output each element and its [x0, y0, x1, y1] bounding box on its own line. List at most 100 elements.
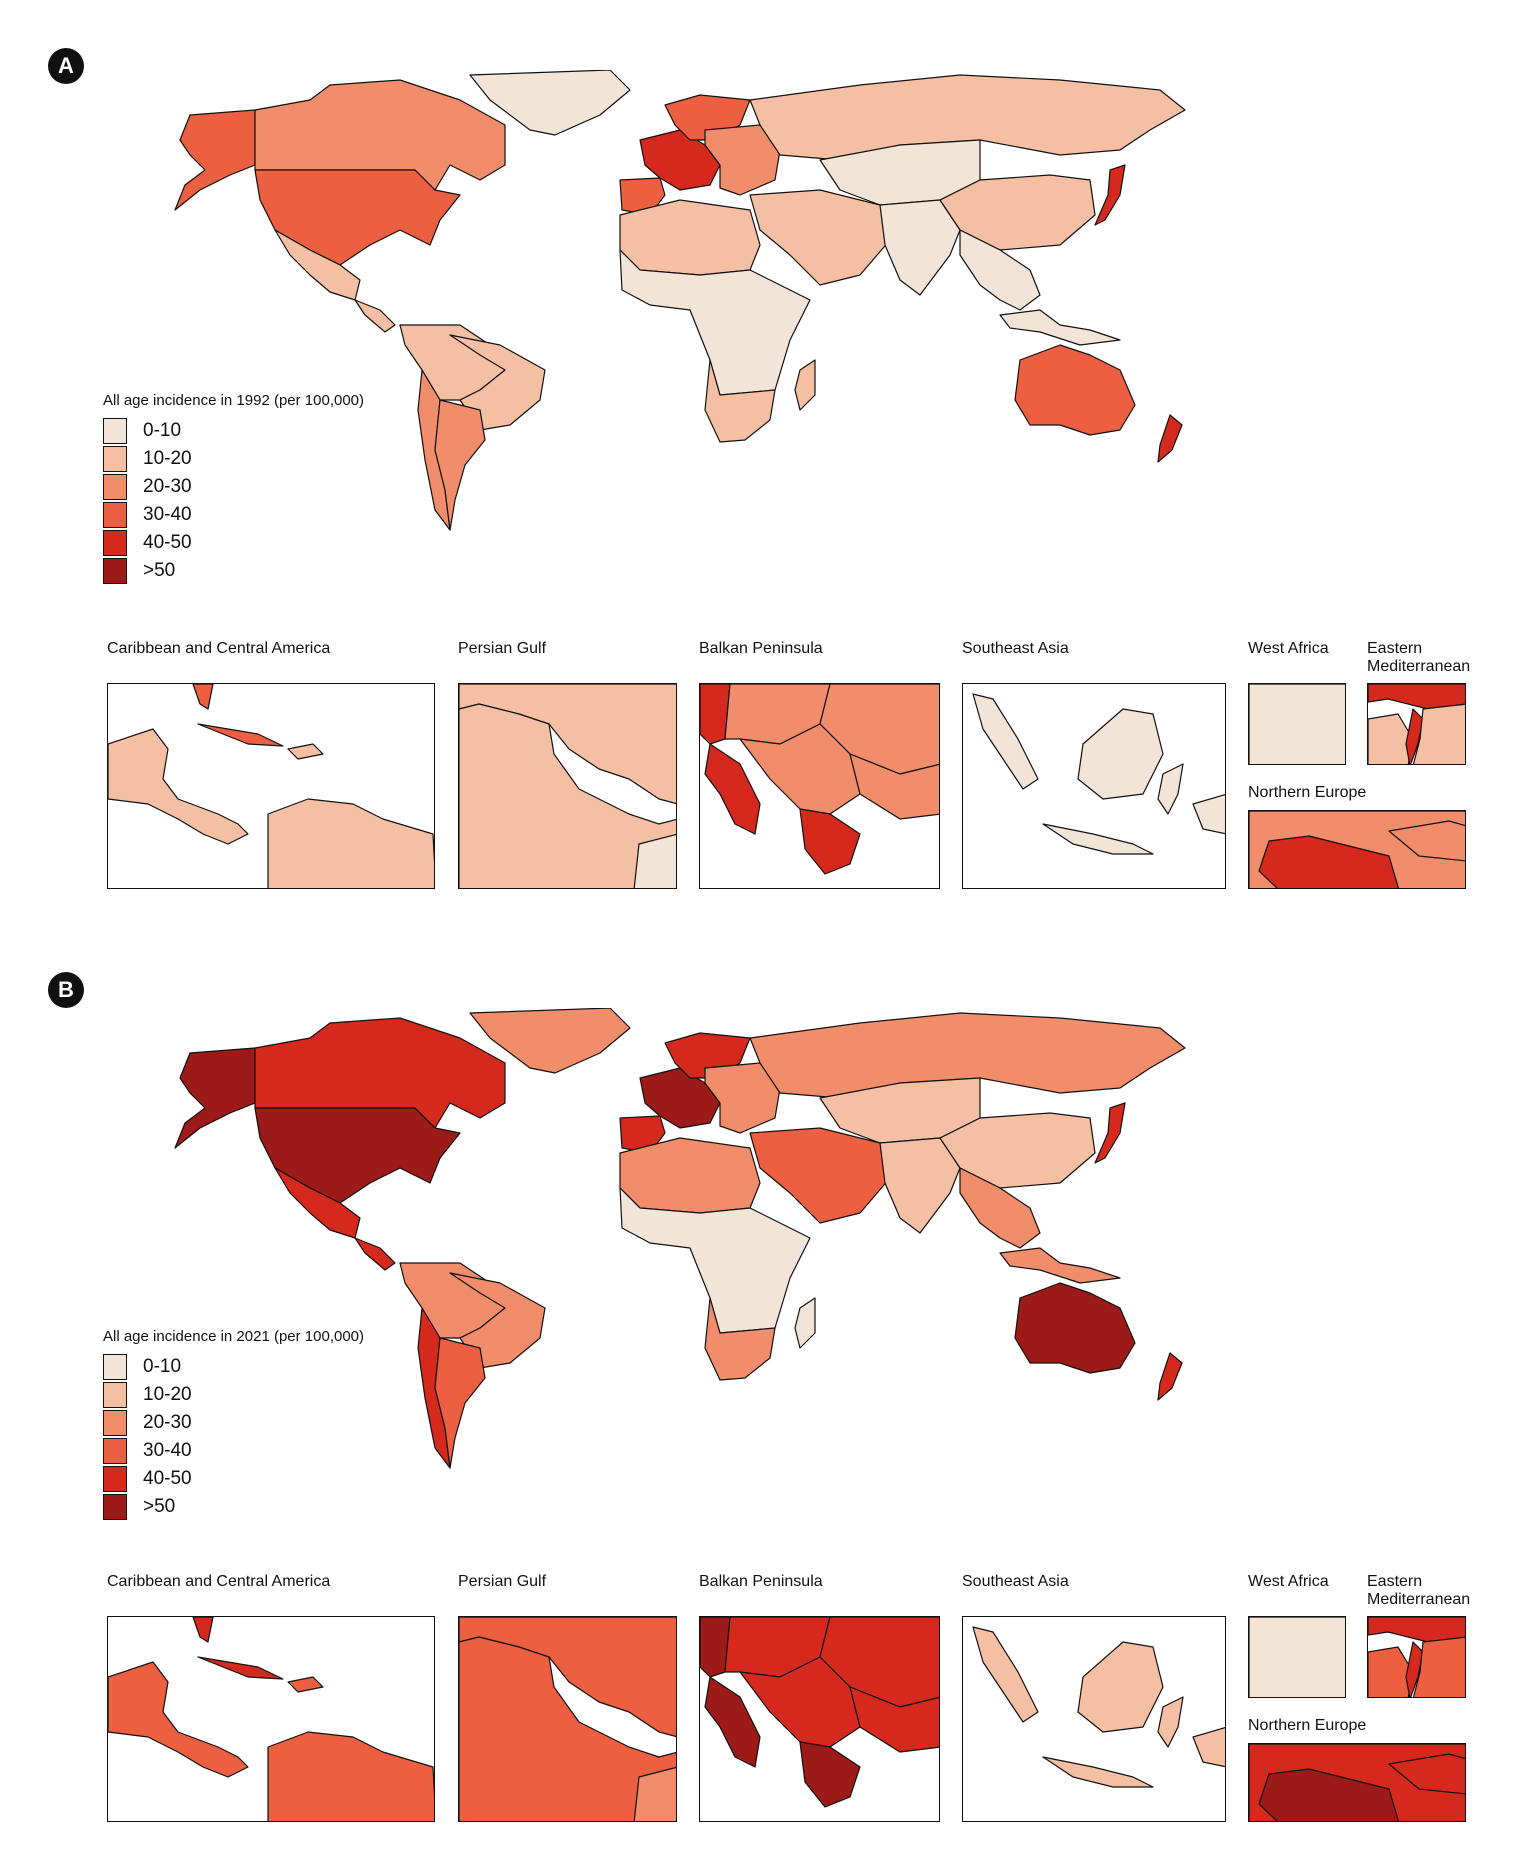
legend-item: 0-10 — [103, 417, 423, 445]
inset-region — [849, 1686, 939, 1753]
inset-region — [1258, 1768, 1400, 1821]
inset-region — [287, 743, 324, 760]
legend-label: >50 — [143, 1496, 176, 1517]
legend-label: >50 — [143, 560, 176, 581]
inset-eastern-mediterranean — [1367, 1616, 1466, 1698]
inset-northern-europe — [1248, 810, 1466, 889]
inset-map — [700, 684, 939, 875]
inset-caribbean — [107, 1616, 435, 1822]
inset-region — [704, 743, 761, 835]
region-middle-east — [749, 189, 891, 286]
region-greenland — [469, 70, 631, 136]
region-southeast-asia — [959, 1167, 1041, 1249]
inset-region — [633, 1766, 676, 1821]
legend-swatch — [103, 1354, 127, 1380]
inset-region — [1368, 684, 1465, 710]
legend-swatch — [103, 1438, 127, 1464]
inset-map — [459, 684, 676, 888]
legend-title: All age incidence in 1992 (per 100,000) — [103, 392, 365, 409]
region-australia — [1014, 344, 1136, 436]
legend-item: 40-50 — [103, 529, 423, 557]
legend-label: 10-20 — [143, 448, 192, 469]
inset-map — [1249, 1617, 1345, 1697]
inset-region — [1412, 1636, 1465, 1697]
inset-persian-gulf — [458, 1616, 677, 1822]
legend-label: 0-10 — [143, 1356, 182, 1377]
region-madagascar — [794, 359, 816, 411]
region-usa — [254, 1107, 461, 1204]
inset-region — [267, 1731, 434, 1821]
legend-swatch — [103, 530, 127, 556]
inset-region — [287, 1676, 324, 1693]
region-sub-saharan — [619, 1187, 811, 1334]
inset-region — [267, 798, 434, 888]
region-indonesia — [999, 309, 1121, 346]
inset-map — [1368, 684, 1465, 764]
inset-region — [1192, 1726, 1225, 1768]
inset-region — [1157, 1696, 1184, 1748]
inset-region — [799, 1741, 861, 1808]
inset-region — [1249, 684, 1345, 764]
inset-region — [700, 1617, 731, 1678]
legend-swatch — [103, 558, 127, 584]
inset-region — [1412, 703, 1465, 764]
world-map — [174, 1008, 1186, 1469]
inset-region — [1368, 1646, 1414, 1697]
inset-region — [972, 693, 1039, 790]
legend-item: 30-40 — [103, 1437, 423, 1465]
region-australia — [1014, 1282, 1136, 1374]
inset-map — [1249, 811, 1465, 888]
legend-swatch — [103, 446, 127, 472]
inset-region — [459, 703, 676, 888]
inset-title-persian-gulf: Persian Gulf — [458, 640, 547, 657]
region-north-africa — [619, 199, 761, 276]
region-iberia — [619, 1115, 666, 1154]
panel-letter: B — [48, 972, 84, 1008]
inset-title-persian-gulf: Persian Gulf — [458, 1573, 547, 1590]
region-alaska — [174, 1047, 256, 1149]
region-central-america — [354, 1237, 396, 1271]
inset-region — [849, 753, 939, 820]
inset-region — [192, 684, 214, 710]
inset-balkan — [699, 1616, 940, 1822]
inset-title-balkan: Balkan Peninsula — [699, 1573, 823, 1590]
legend-label: 20-30 — [143, 1412, 192, 1433]
legend-label: 40-50 — [143, 1468, 192, 1489]
region-japan — [1094, 164, 1126, 226]
inset-title-northern-europe: Northern Europe — [1248, 1717, 1367, 1734]
inset-region — [108, 1661, 249, 1778]
inset-map — [1368, 1617, 1465, 1697]
region-south-africa — [704, 359, 776, 443]
inset-region — [1368, 713, 1414, 764]
region-japan — [1094, 1102, 1126, 1164]
region-greenland — [469, 1008, 631, 1074]
inset-west-africa — [1248, 683, 1346, 765]
inset-map — [108, 1617, 434, 1821]
inset-title-eastern-mediterranean: Eastern Mediterranean — [1367, 640, 1471, 675]
inset-map — [1249, 684, 1345, 764]
region-new-zealand — [1157, 414, 1183, 463]
legend-label: 30-40 — [143, 1440, 192, 1461]
legend-item: >50 — [103, 1493, 423, 1521]
world-map — [174, 70, 1186, 531]
legend-label: 10-20 — [143, 1384, 192, 1405]
legend-label: 20-30 — [143, 476, 192, 497]
region-new-zealand — [1157, 1352, 1183, 1401]
inset-region — [192, 1617, 214, 1643]
panel-letter: A — [48, 48, 84, 84]
inset-map — [459, 1617, 676, 1821]
legend-item: 20-30 — [103, 1409, 423, 1437]
inset-region — [1249, 1617, 1345, 1697]
inset-title-caribbean: Caribbean and Central America — [107, 640, 331, 657]
legend-label: 40-50 — [143, 532, 192, 553]
legend-title: All age incidence in 2021 (per 100,000) — [103, 1328, 365, 1345]
inset-title-caribbean: Caribbean and Central America — [107, 1573, 331, 1590]
inset-northern-europe — [1248, 1743, 1466, 1822]
region-sub-saharan — [619, 249, 811, 396]
inset-region — [633, 833, 676, 888]
region-argentina — [434, 399, 486, 531]
legend-swatch — [103, 1466, 127, 1492]
inset-map — [700, 1617, 939, 1808]
inset-region — [1368, 1617, 1465, 1643]
inset-region — [1405, 708, 1424, 764]
